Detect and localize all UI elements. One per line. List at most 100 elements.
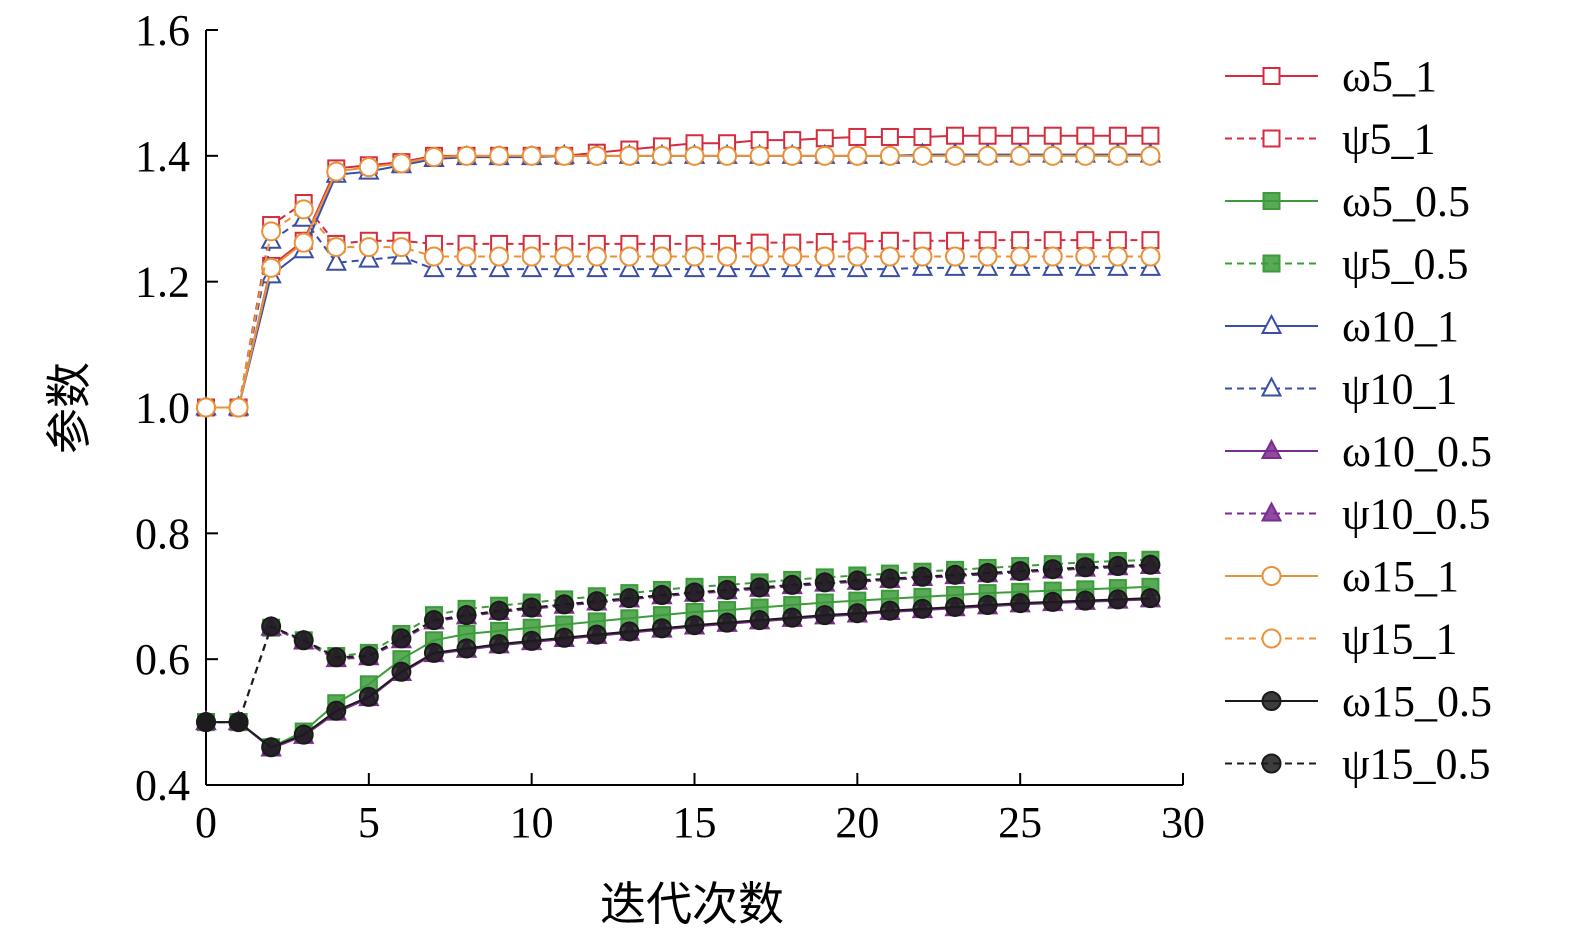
data-point bbox=[945, 246, 966, 267]
data-point bbox=[423, 610, 444, 631]
y-tick-label: 1.2 bbox=[135, 258, 190, 307]
data-point bbox=[1010, 593, 1031, 614]
data-point bbox=[456, 605, 477, 626]
legend-label: ψ5_1 bbox=[1342, 115, 1436, 164]
x-tick-label: 5 bbox=[358, 798, 380, 847]
data-point bbox=[683, 256, 706, 278]
data-point bbox=[423, 642, 444, 663]
data-point bbox=[978, 126, 997, 145]
legend-label: ψ5_0.5 bbox=[1342, 240, 1469, 289]
data-point bbox=[748, 256, 771, 278]
legend-label: ψ10_1 bbox=[1342, 365, 1458, 414]
series-line bbox=[206, 597, 1151, 749]
data-point bbox=[814, 605, 835, 626]
data-point bbox=[1076, 126, 1095, 145]
data-point bbox=[749, 610, 770, 631]
data-point bbox=[1107, 556, 1128, 577]
data-point bbox=[651, 618, 672, 639]
data-point bbox=[358, 157, 379, 178]
data-point bbox=[782, 574, 803, 595]
x-tick-label: 10 bbox=[510, 798, 554, 847]
data-point bbox=[1075, 590, 1096, 611]
data-point bbox=[1141, 126, 1160, 145]
data-point bbox=[847, 145, 868, 166]
data-point bbox=[1140, 588, 1161, 609]
data-point bbox=[521, 256, 543, 278]
data-point bbox=[1140, 246, 1161, 267]
data-point bbox=[912, 246, 933, 267]
legend-marker bbox=[1262, 67, 1281, 85]
data-point bbox=[456, 638, 477, 659]
legend-marker bbox=[1260, 313, 1283, 334]
data-point bbox=[554, 594, 575, 615]
legend-label: ω10_0.5 bbox=[1342, 427, 1492, 476]
x-tick-label: 25 bbox=[998, 798, 1042, 847]
data-point bbox=[977, 562, 998, 583]
data-point bbox=[554, 627, 575, 648]
data-point bbox=[684, 615, 705, 636]
data-point bbox=[1042, 145, 1063, 166]
series-line bbox=[206, 585, 1151, 749]
y-axis-title: 参数 bbox=[42, 362, 96, 454]
data-point bbox=[521, 630, 542, 651]
data-point bbox=[880, 231, 899, 250]
data-point bbox=[456, 246, 477, 267]
data-point bbox=[391, 661, 412, 682]
data-point bbox=[586, 145, 607, 166]
y-tick-label: 0.8 bbox=[135, 509, 190, 558]
data-point bbox=[684, 246, 705, 267]
data-point bbox=[1075, 246, 1096, 267]
series-1 bbox=[197, 194, 1160, 417]
data-point bbox=[945, 596, 966, 617]
legend-marker bbox=[1261, 753, 1282, 774]
data-point bbox=[196, 712, 216, 733]
data-point bbox=[782, 145, 803, 166]
data-point bbox=[880, 127, 899, 146]
legend-marker bbox=[1260, 376, 1283, 397]
data-point bbox=[619, 621, 640, 642]
data-point bbox=[1010, 145, 1031, 166]
data-point bbox=[293, 724, 314, 745]
data-point bbox=[978, 231, 997, 250]
data-point bbox=[228, 712, 249, 733]
data-point bbox=[1011, 126, 1030, 145]
data-point bbox=[848, 127, 867, 146]
y-tick-label: 1.6 bbox=[135, 6, 190, 55]
legend-label: ω5_0.5 bbox=[1342, 177, 1470, 226]
data-point bbox=[1042, 246, 1063, 267]
legend-marker bbox=[1260, 501, 1283, 522]
data-point bbox=[716, 256, 738, 278]
data-point bbox=[912, 566, 933, 587]
data-point bbox=[619, 246, 640, 267]
series-layer bbox=[195, 126, 1162, 758]
data-point bbox=[814, 246, 835, 267]
data-point bbox=[1010, 561, 1031, 582]
y-tick-label: 1.0 bbox=[135, 384, 190, 433]
data-point bbox=[489, 600, 510, 621]
legend-item: ψ5_1 bbox=[1225, 115, 1436, 164]
data-point bbox=[489, 634, 510, 655]
data-point bbox=[782, 607, 803, 628]
legend-label: ψ15_0.5 bbox=[1342, 740, 1491, 789]
data-point bbox=[586, 246, 607, 267]
data-point bbox=[261, 221, 282, 242]
data-point bbox=[1010, 246, 1031, 267]
data-point bbox=[1141, 231, 1160, 250]
legend-item: ψ10_1 bbox=[1225, 365, 1458, 414]
legend-marker bbox=[1260, 438, 1283, 459]
data-point bbox=[684, 145, 705, 166]
legend-item: ω5_1 bbox=[1225, 52, 1437, 101]
data-point bbox=[423, 256, 445, 278]
data-point bbox=[879, 256, 901, 278]
data-point bbox=[651, 145, 672, 166]
data-point bbox=[586, 624, 607, 645]
series-line bbox=[206, 207, 1151, 409]
series-line bbox=[206, 153, 1151, 409]
data-point bbox=[879, 568, 900, 589]
data-point bbox=[749, 246, 770, 267]
x-tick-label: 15 bbox=[673, 798, 717, 847]
data-point bbox=[1107, 145, 1128, 166]
data-point bbox=[717, 579, 738, 600]
data-point bbox=[749, 145, 770, 166]
